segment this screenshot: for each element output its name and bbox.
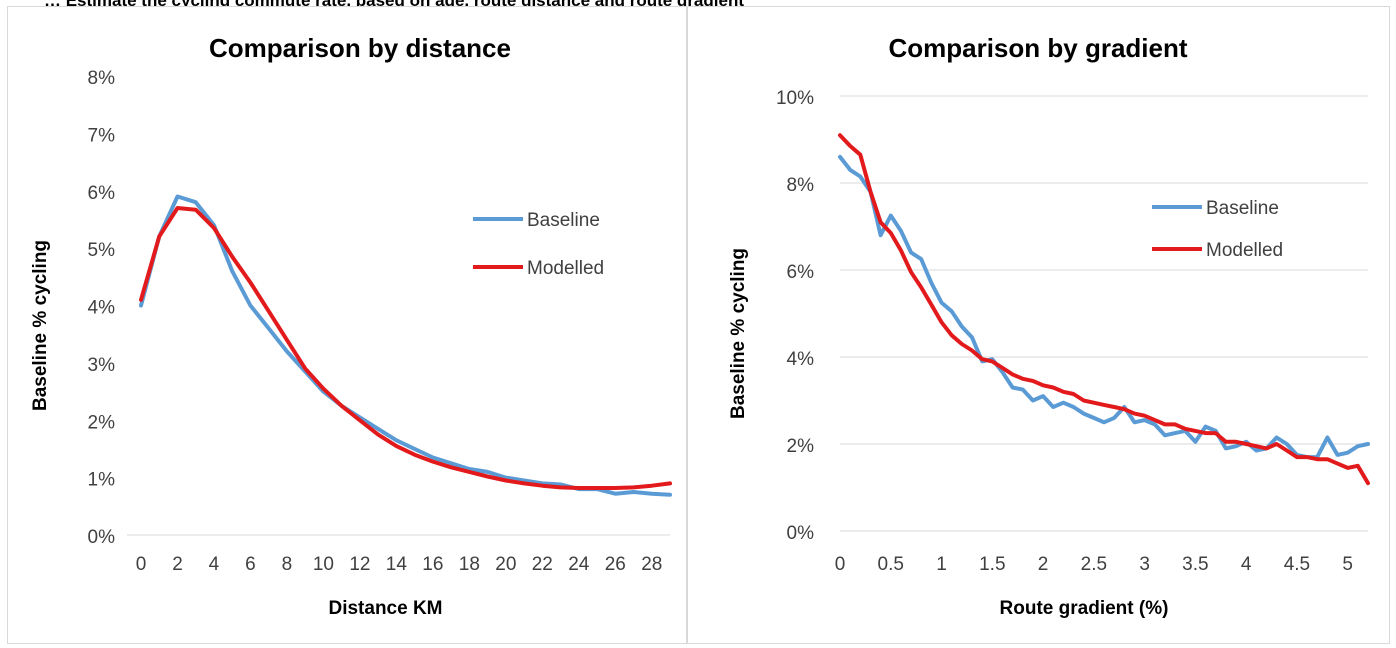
- y-tick-label: 7%: [88, 125, 116, 146]
- y-tick-label: 5%: [88, 240, 116, 261]
- legend-label-modelled: Modelled: [527, 258, 604, 279]
- series-line-modelled: [838, 133, 1370, 486]
- x-tick-label: 2.5: [1081, 554, 1107, 575]
- y-tick-label: 4%: [787, 349, 815, 370]
- series-line-modelled: [139, 206, 672, 490]
- x-tick-label: 28: [641, 554, 662, 575]
- y-tick-label: 2%: [787, 436, 815, 457]
- x-tick-label: 26: [605, 554, 626, 575]
- x-tick-label: 4: [209, 554, 220, 575]
- chart-title: Comparison by gradient: [888, 33, 1187, 63]
- x-tick-label: 20: [495, 554, 516, 575]
- page-caption: … Estimate the cycling commute rate, bas…: [44, 0, 744, 10]
- x-tick-label: 0: [835, 554, 846, 575]
- x-tick-label: 4.5: [1284, 554, 1310, 575]
- y-tick-label: 8%: [88, 68, 116, 89]
- y-tick-label: 10%: [776, 88, 814, 109]
- x-tick-label: 3: [1139, 554, 1150, 575]
- x-tick-label: 18: [459, 554, 480, 575]
- x-tick-label: 12: [349, 554, 370, 575]
- y-tick-label: 1%: [88, 470, 116, 491]
- x-tick-label: 24: [568, 554, 590, 575]
- y-tick-label: 4%: [88, 298, 116, 319]
- chart-gradient: Comparison by gradient 0% 2% 4% 6% 8% 10% 0 0.5 1…: [728, 33, 1370, 619]
- x-tick-label: 6: [245, 554, 256, 575]
- x-tick-label: 10: [313, 554, 334, 575]
- y-tick-label: 3%: [88, 355, 116, 376]
- y-tick-label: 6%: [88, 183, 116, 204]
- x-tick-label: 5: [1342, 554, 1353, 575]
- y-tick-label: 2%: [88, 412, 116, 433]
- x-tick-label: 4: [1241, 554, 1252, 575]
- x-tick-label: 3.5: [1182, 554, 1208, 575]
- y-axis-label: Baseline % cycling: [728, 248, 749, 419]
- x-tick-label: 2: [1038, 554, 1049, 575]
- x-tick-label: 14: [386, 554, 408, 575]
- x-tick-label: 2: [172, 554, 183, 575]
- chart-panel-distance: Comparison by distance 0% 1% 2% 3% 4% 5% 6% 7% 8%…: [7, 6, 687, 644]
- legend-label-baseline: Baseline: [1206, 198, 1279, 219]
- y-tick-label: 0%: [787, 523, 815, 544]
- x-tick-label: 1.5: [979, 554, 1005, 575]
- y-tick-label: 0%: [88, 527, 116, 548]
- legend-label-baseline: Baseline: [527, 210, 600, 231]
- y-tick-label: 8%: [787, 175, 815, 196]
- x-tick-label: 22: [532, 554, 553, 575]
- x-tick-label: 0: [136, 554, 147, 575]
- chart-title: Comparison by distance: [209, 33, 511, 63]
- x-tick-label: 1: [936, 554, 947, 575]
- legend-label-modelled: Modelled: [1206, 240, 1283, 261]
- x-tick-label: 16: [422, 554, 443, 575]
- chart-distance: Comparison by distance 0% 1% 2% 3% 4% 5% 6% 7% 8%…: [30, 33, 672, 619]
- x-axis-label: Distance KM: [328, 598, 442, 619]
- series-line-baseline: [838, 154, 1370, 460]
- x-axis-label: Route gradient (%): [1000, 598, 1169, 619]
- y-axis-label: Baseline % cycling: [30, 240, 51, 411]
- chart-panel-gradient: Comparison by gradient 0% 2% 4% 6% 8% 10% 0 0.5 1…: [687, 6, 1390, 644]
- x-tick-label: 8: [282, 554, 293, 575]
- y-tick-label: 6%: [787, 262, 815, 283]
- x-tick-label: 0.5: [878, 554, 904, 575]
